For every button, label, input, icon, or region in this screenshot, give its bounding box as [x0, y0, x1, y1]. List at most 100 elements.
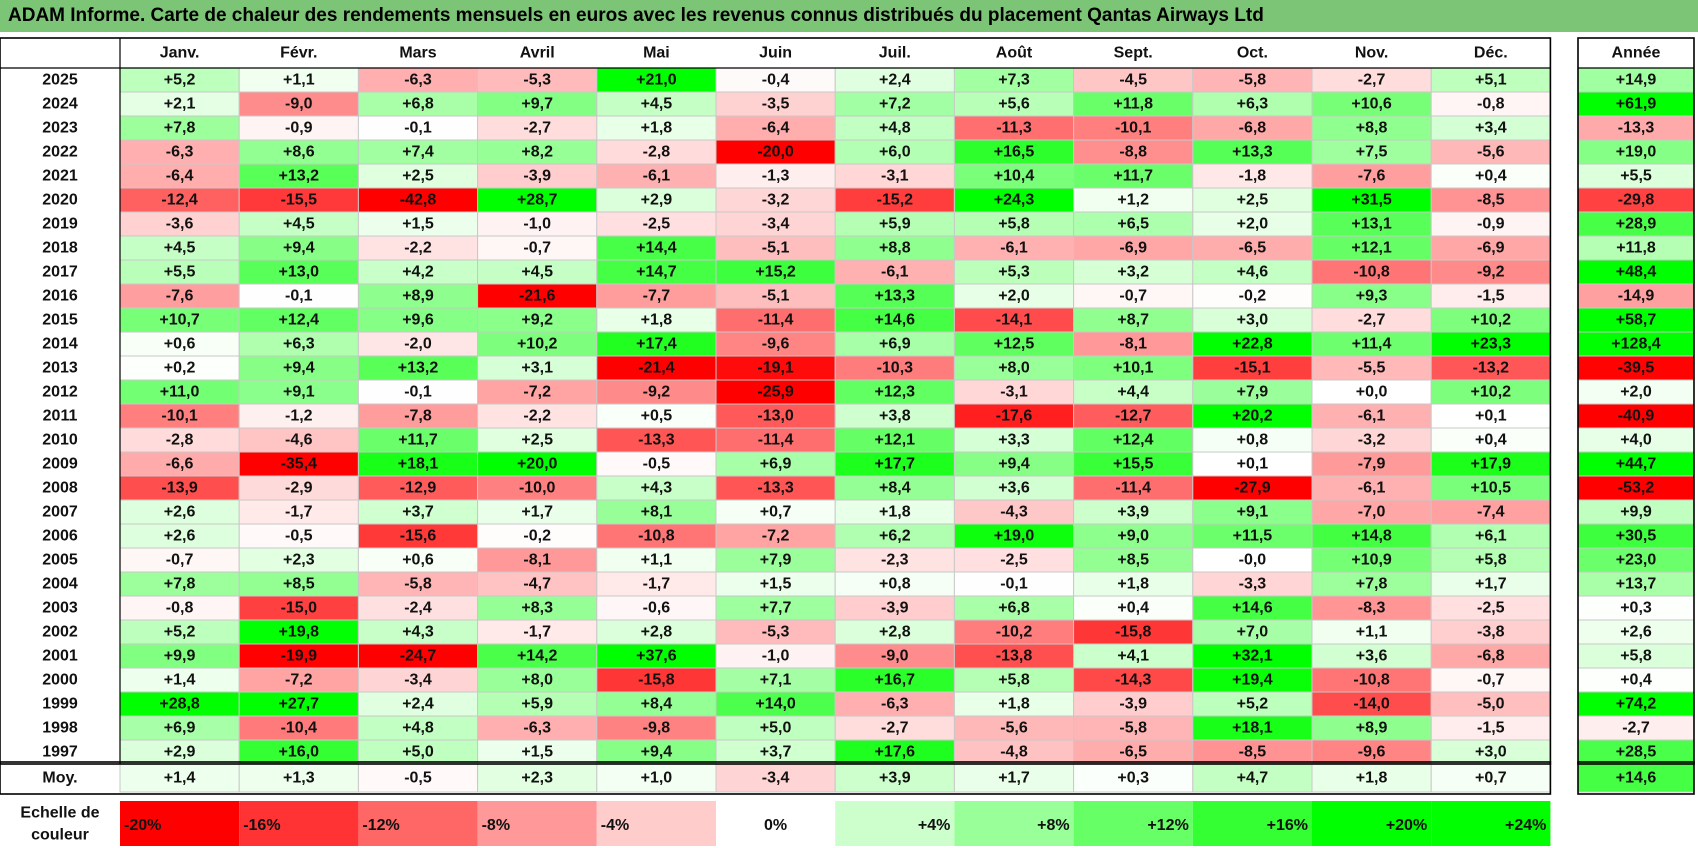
cell-value: +5,0 [402, 744, 434, 761]
cell-value: +5,8 [998, 672, 1030, 689]
heatmap-cell [834, 595, 955, 621]
cell-value: +4,1 [1117, 648, 1149, 665]
average-cell [1311, 763, 1432, 793]
heatmap-cell [1192, 643, 1313, 669]
cell-value: +4,5 [521, 264, 553, 281]
cell-value: +1,7 [1475, 576, 1507, 593]
cell-value: +14,7 [636, 264, 677, 281]
heatmap-cell [953, 115, 1075, 141]
heatmap-cell [1430, 403, 1551, 429]
cell-value: +8,9 [402, 288, 434, 305]
cell-value: -0,7 [1477, 672, 1505, 689]
heatmap-cell [1430, 715, 1551, 741]
cell-value: +4,8 [402, 720, 434, 737]
heatmap-cell [953, 403, 1075, 429]
cell-value: -0,1 [404, 120, 432, 137]
cell-value: -15,2 [877, 192, 914, 209]
cell-value: +1,1 [641, 552, 673, 569]
cell-value: +8,1 [641, 504, 673, 521]
heatmap-cell [596, 403, 717, 429]
row-label: 2001 [42, 648, 78, 665]
row-label: 2008 [42, 480, 78, 497]
cell-value: -9,2 [643, 384, 671, 401]
heatmap-cell [357, 691, 479, 717]
cell-value: +15,5 [1113, 456, 1154, 473]
cell-value: +10,2 [1471, 312, 1512, 329]
cell-value: -6,1 [1358, 480, 1386, 497]
row-label: 2016 [42, 288, 78, 305]
heatmap-cell [477, 235, 598, 261]
row-label: 2002 [42, 624, 78, 641]
heatmap-cell [477, 499, 598, 525]
row-label: 2011 [43, 408, 78, 425]
cell-value: +3,6 [1356, 648, 1388, 665]
month-header: Juin [759, 45, 792, 62]
heatmap-cell [596, 379, 717, 405]
cell-value: +17,6 [875, 744, 916, 761]
heatmap-cell [596, 595, 717, 621]
heatmap-cell [715, 715, 836, 741]
average-frame [0, 761, 1552, 795]
heatmap-cell [238, 115, 359, 141]
heatmap-cell [834, 715, 955, 741]
year-cell [1577, 355, 1695, 381]
cell-value: -12,9 [400, 480, 437, 497]
heatmap-cell [238, 643, 359, 669]
heatmap-cell [715, 259, 836, 285]
scale-value: +12% [1147, 817, 1188, 834]
heatmap-cell [596, 499, 717, 525]
heatmap-cell [834, 499, 955, 525]
cell-value: +1,1 [1356, 624, 1388, 641]
cell-value: +1,7 [521, 504, 553, 521]
heatmap-cell [238, 451, 359, 477]
scale-swatch [716, 801, 836, 846]
cell-value: -0,5 [643, 456, 671, 473]
cell-value: -10,8 [1353, 672, 1390, 689]
cell-value: -6,1 [1358, 408, 1386, 425]
heatmap-cell [596, 739, 717, 765]
heatmap-cell [238, 739, 359, 765]
cell-value: -15,1 [1234, 360, 1271, 377]
cell-value: -3,3 [1239, 576, 1267, 593]
heatmap-cell [119, 331, 240, 357]
heatmap-cell [1073, 547, 1194, 573]
heatmap-cell [477, 307, 598, 333]
cell-value: -10,4 [281, 720, 318, 737]
cell-value: +1,5 [402, 216, 434, 233]
heatmap-cell [1430, 91, 1551, 117]
heatmap-cell [357, 715, 479, 741]
cell-value: +2,9 [641, 192, 673, 209]
heatmap-cell [715, 643, 836, 669]
cell-value: -7,2 [762, 528, 790, 545]
cell-value: +2,0 [1237, 216, 1269, 233]
cell-value: -6,8 [1477, 648, 1505, 665]
cell-value: -7,6 [1358, 168, 1386, 185]
cell-value: -5,1 [762, 288, 790, 305]
scale-swatch [596, 801, 716, 846]
heatmap-cell [834, 547, 955, 573]
cell-value: -1,2 [285, 408, 313, 425]
cell-value: +14,2 [517, 648, 558, 665]
cell-value: +16,0 [279, 744, 320, 761]
heatmap-cell [477, 667, 598, 693]
cell-value: +2,8 [879, 624, 911, 641]
heatmap-cell [477, 187, 598, 213]
cell-value: +16,5 [994, 144, 1035, 161]
average-value: +0,3 [1117, 770, 1149, 787]
cell-value: -8,3 [1358, 600, 1386, 617]
heatmap-cell [596, 667, 717, 693]
year-value: +61,9 [1616, 96, 1657, 113]
heatmap-cell [1430, 259, 1551, 285]
scale-swatch [954, 801, 1074, 846]
heatmap-cell [357, 283, 479, 309]
cell-value: +2,5 [521, 432, 553, 449]
heatmap-cell [1311, 379, 1432, 405]
heatmap-cell [357, 595, 479, 621]
cell-value: -9,6 [762, 336, 790, 353]
heatmap-cell [953, 499, 1075, 525]
scale-value: +20% [1386, 817, 1427, 834]
average-value: -0,5 [404, 770, 432, 787]
cell-value: +9,4 [283, 240, 315, 257]
average-value: +0,7 [1475, 770, 1507, 787]
cell-value: -2,2 [523, 408, 551, 425]
